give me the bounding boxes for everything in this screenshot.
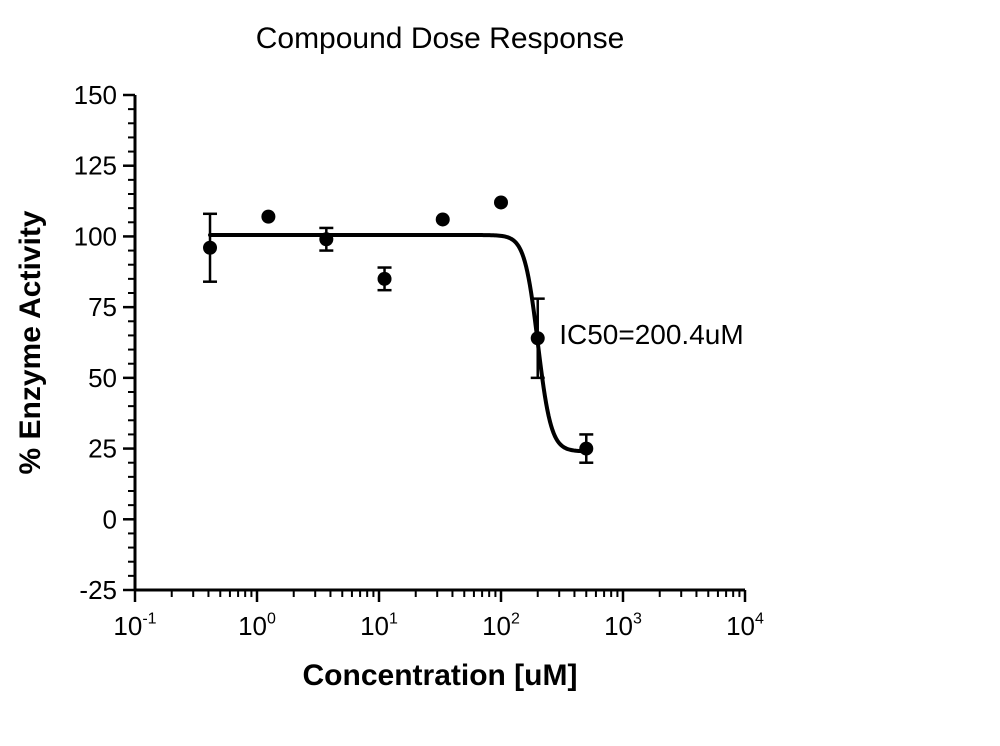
y-tick-label: 75 <box>88 292 117 322</box>
x-axis-label: Concentration [uM] <box>303 659 578 692</box>
y-tick-label: -25 <box>79 575 117 605</box>
chart-svg: Compound Dose Response Concentration [uM… <box>0 0 1000 746</box>
x-tick-label: 10-1 <box>113 610 156 641</box>
y-axis-label: % Enzyme Activity <box>14 210 47 474</box>
dose-response-figure: Compound Dose Response Concentration [uM… <box>0 0 1000 746</box>
x-tick-label: 101 <box>360 610 398 641</box>
chart-title: Compound Dose Response <box>256 22 625 55</box>
data-point <box>531 331 545 345</box>
data-point <box>436 212 450 226</box>
y-tick-label: 150 <box>74 80 117 110</box>
x-tick-label: 102 <box>482 610 520 641</box>
data-point <box>203 241 217 255</box>
y-tick-label: 0 <box>103 504 117 534</box>
data-point <box>261 210 275 224</box>
ic50-annotation: IC50=200.4uM <box>559 319 743 350</box>
data-point <box>378 272 392 286</box>
axes: 10-1 100 101 102 103 104 -25 0 25 50 75 100 125 150 <box>74 80 764 641</box>
fit-curve <box>210 235 586 451</box>
x-tick-label: 100 <box>238 610 276 641</box>
x-tick-label: 103 <box>604 610 642 641</box>
y-tick-label: 100 <box>74 221 117 251</box>
x-tick-label: 104 <box>726 610 764 641</box>
data-point <box>579 442 593 456</box>
data-point <box>319 232 333 246</box>
y-tick-label: 50 <box>88 363 117 393</box>
y-tick-label: 125 <box>74 151 117 181</box>
data-point <box>494 195 508 209</box>
y-tick-label: 25 <box>88 434 117 464</box>
